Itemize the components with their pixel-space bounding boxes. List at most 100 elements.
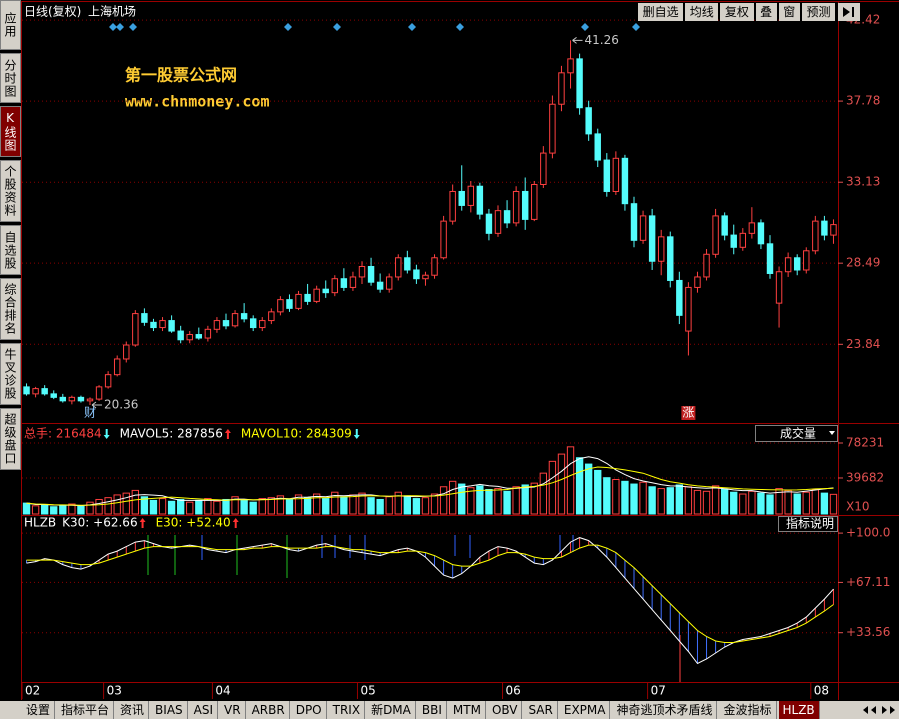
x-tick-label: 03 (107, 684, 122, 698)
candle-body (540, 152, 547, 185)
event-diamond[interactable] (116, 23, 124, 31)
event-diamond[interactable] (408, 23, 416, 31)
readout: 总手: 216484 (24, 427, 102, 441)
volume-bar (766, 494, 774, 515)
candle-body (721, 215, 728, 236)
candle-body (68, 396, 76, 402)
y-tick-label: 33.13 (846, 175, 880, 189)
sidebar-tab[interactable]: K线图 (0, 106, 21, 157)
candle-body (204, 328, 212, 339)
volume-bar (303, 497, 312, 515)
volume-bar (485, 488, 493, 515)
event-diamond[interactable] (129, 23, 137, 31)
volume-bar (521, 484, 529, 515)
indicator-tab[interactable]: 神奇逃顶术矛盾线 (612, 701, 718, 719)
event-diamond[interactable] (632, 23, 640, 31)
candle-body (676, 279, 683, 316)
event-marker[interactable]: 涨 (682, 405, 694, 420)
help-button[interactable] (778, 516, 838, 532)
candle-body (603, 159, 611, 192)
indicator-tab[interactable]: TRIX (329, 701, 366, 719)
sidebar-tab[interactable]: 牛叉诊股 (0, 343, 21, 405)
indicator-tab[interactable]: 新DMA (367, 701, 416, 719)
event-markers (109, 23, 640, 31)
x-tick-label: 05 (360, 684, 375, 698)
x-tick-label: 04 (215, 684, 230, 698)
indicator-tab[interactable]: 金波指标 (719, 701, 777, 719)
indicator-tab[interactable]: BIAS (151, 701, 188, 719)
y-tick-label: 39682 (846, 470, 884, 484)
y-tick-label: 28.49 (846, 256, 880, 270)
volume-bar (675, 484, 684, 515)
event-marker[interactable]: 财 (84, 406, 96, 420)
sidebar-tab[interactable]: 分时图 (0, 53, 21, 103)
indicator-tab[interactable]: 资讯 (116, 701, 150, 719)
toolbar-button[interactable]: 删自选 (638, 3, 684, 21)
event-diamond[interactable] (456, 23, 464, 31)
toolbar-button[interactable]: 复权 (720, 3, 754, 21)
sidebar-tab[interactable]: 自选股 (0, 225, 21, 275)
indicator-tab[interactable]: VR (220, 701, 246, 719)
candle-body (712, 215, 719, 255)
indicator-tab[interactable]: EXPMA (560, 701, 611, 719)
indicator-tab[interactable]: 指标平台 (57, 701, 115, 719)
indicator-tab[interactable]: OBV (488, 701, 523, 719)
toolbar-button[interactable]: 窗 (778, 3, 800, 21)
volume-bar (312, 493, 321, 515)
toolbar-button[interactable]: 均线 (685, 3, 719, 21)
candle-body (476, 185, 484, 215)
indicator-tab[interactable]: 设置 (22, 701, 56, 719)
volume-bar (621, 480, 629, 515)
volume-bar (566, 446, 575, 515)
volume-bar (666, 487, 674, 515)
sidebar-tab[interactable]: 超级盘口 (0, 408, 21, 470)
indicator-tab[interactable]: ASI (190, 701, 219, 719)
indicator-tab[interactable]: BBI (418, 701, 447, 719)
x-tick-label: 07 (651, 684, 666, 698)
candle-body (694, 276, 701, 288)
indicator-tab[interactable]: HLZB (778, 701, 820, 719)
candle-body (440, 220, 447, 259)
candle-body (313, 288, 320, 302)
sidebar-tab[interactable]: 应用 (0, 0, 21, 50)
volume-bar (167, 500, 176, 515)
event-diamond[interactable] (333, 23, 341, 31)
sidebar: 应用分时图 K线图个股资料自选股综合排名牛叉诊股超级盘口 (0, 0, 21, 470)
volume-bar (113, 494, 121, 515)
candle-body (567, 58, 574, 74)
candle-body (358, 265, 366, 278)
indicator-tab[interactable]: ARBR (248, 701, 290, 719)
selector-label: 成交量 (780, 426, 816, 441)
volume-bar (349, 494, 357, 515)
event-diamond[interactable] (581, 23, 589, 31)
volume-bar (385, 496, 393, 515)
indicator-tab[interactable]: DPO (292, 701, 327, 719)
volume-bar (784, 489, 792, 515)
extreme-label: 20.36 (104, 398, 138, 412)
toolbar-icon[interactable] (838, 3, 862, 21)
y-tick-label: +67.11 (846, 575, 890, 589)
event-diamond[interactable] (284, 23, 292, 31)
candle-body (594, 133, 601, 161)
sidebar-tab[interactable]: 个股资料 (0, 160, 21, 222)
indicator-selector[interactable] (755, 425, 838, 442)
toolbar-button[interactable]: 预测 (801, 3, 836, 21)
volume-bar (430, 493, 439, 515)
candle-body (730, 234, 737, 248)
volume-bar (195, 499, 203, 515)
indicator-tab[interactable]: SAR (524, 701, 558, 719)
event-diamond[interactable] (109, 23, 117, 31)
sidebar-tab[interactable]: 综合排名 (0, 278, 21, 340)
toolbar-button[interactable]: 叠 (755, 3, 777, 21)
volume-bar (231, 496, 239, 515)
tab-scroll[interactable] (858, 701, 899, 719)
candle-body (376, 281, 384, 290)
help-label: 指标说明 (786, 516, 834, 531)
candle-body (259, 320, 266, 329)
candle-body (41, 388, 48, 395)
tab-bar: 设置 指标平台 资讯 BIAS ASI VR ARBR DPO TRIX 新DMA BBI MTM OB… (0, 701, 899, 719)
indicator-tab[interactable]: MTM (449, 701, 486, 719)
trend-arrow (139, 518, 146, 528)
candle-body (249, 318, 257, 329)
volume-bar (50, 506, 58, 515)
